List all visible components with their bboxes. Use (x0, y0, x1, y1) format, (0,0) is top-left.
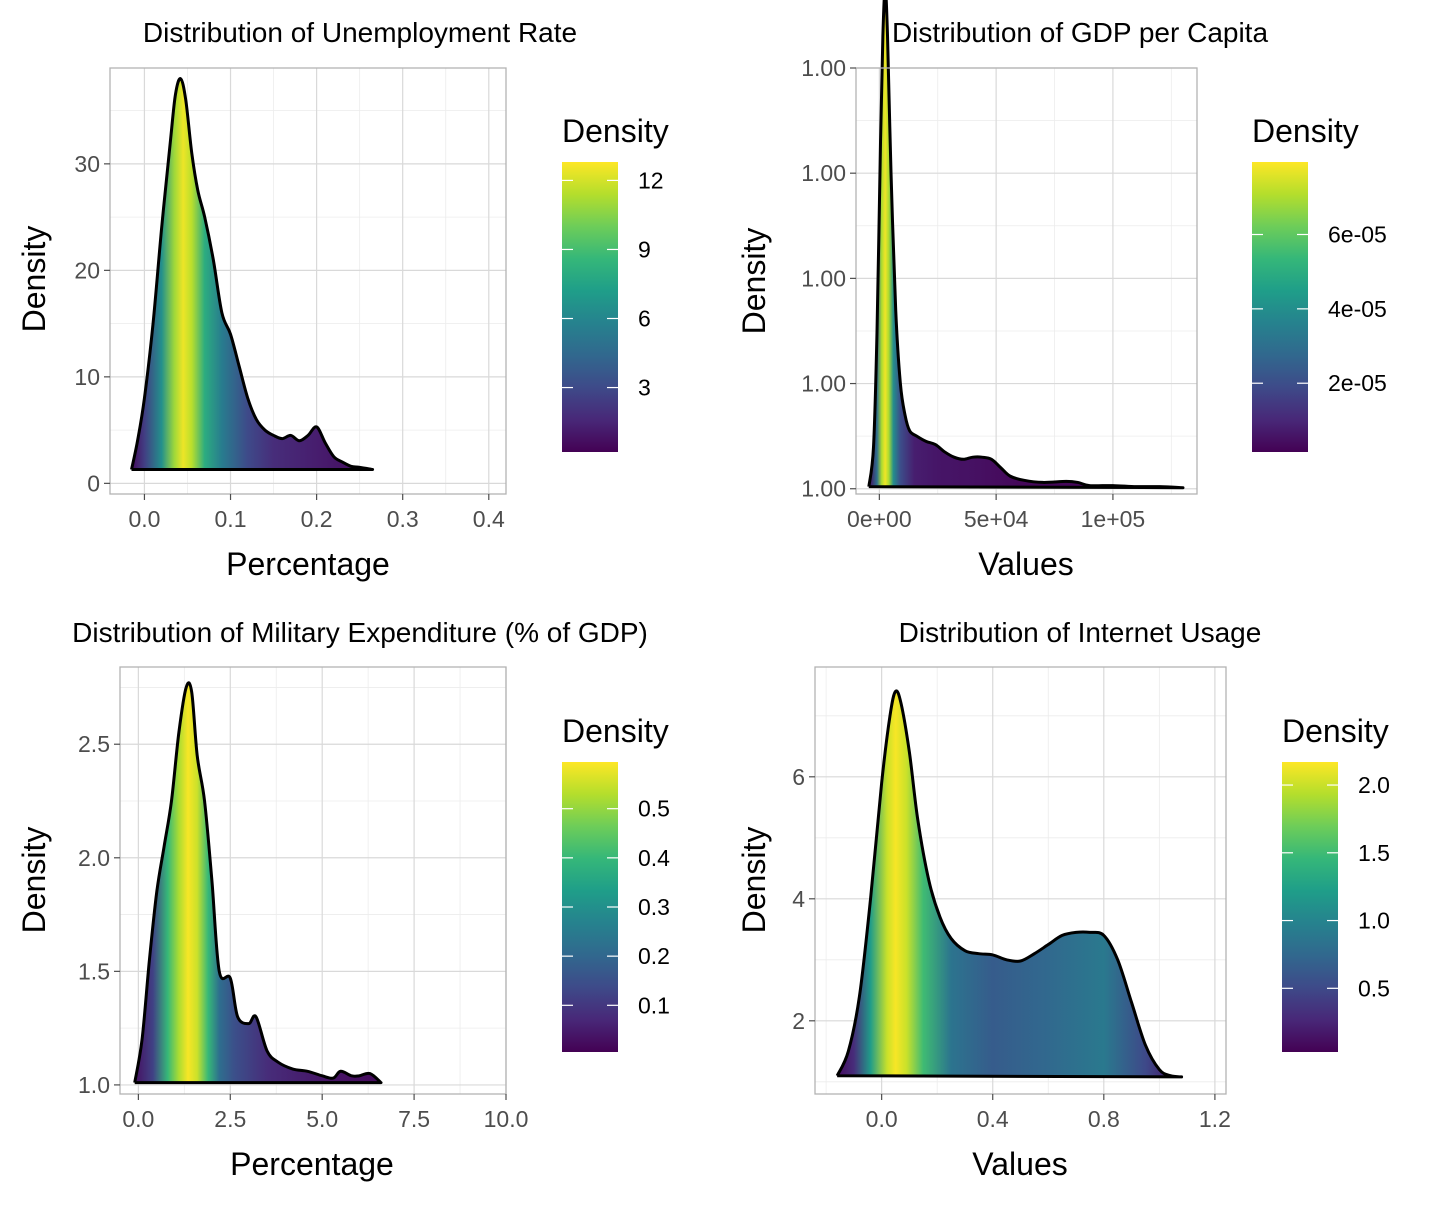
density-area (131, 78, 373, 470)
x-tick-label: 0.4 (977, 1106, 1009, 1132)
legend-tick-label: 2.0 (1358, 772, 1390, 798)
legend-tick-label: 2e-05 (1328, 370, 1387, 396)
y-tick-label: 2.0 (78, 845, 110, 871)
panel-border (855, 67, 1198, 495)
y-tick-label: 1.5 (78, 958, 110, 984)
legend-title: Density (562, 113, 669, 149)
y-axis-title: Density (736, 827, 772, 934)
x-tick-label: 2.5 (214, 1106, 246, 1132)
y-tick-label: 1.00 (801, 476, 846, 502)
x-tick-label: 1.2 (1199, 1106, 1231, 1132)
legend-tick-label: 0.5 (1358, 975, 1390, 1001)
legend-colorbar (1252, 162, 1308, 452)
legend-title: Density (562, 713, 669, 749)
x-tick-label: 0.8 (1088, 1106, 1120, 1132)
density-curve (835, 689, 1184, 1079)
y-tick-label: 1.00 (801, 265, 846, 291)
legend-colorbar (1282, 762, 1338, 1052)
density-curve (130, 77, 375, 471)
x-tick-label: 5e+04 (964, 506, 1029, 532)
legend-tick-label: 9 (638, 236, 651, 262)
x-tick-label: 10.0 (484, 1106, 529, 1132)
x-tick-label: 7.5 (398, 1106, 430, 1132)
y-tick-label: 1.00 (801, 55, 846, 81)
density-curve (133, 681, 383, 1085)
x-tick-label: 0.0 (122, 1106, 154, 1132)
chart-title: Distribution of GDP per Capita (892, 17, 1269, 48)
y-tick-label: 30 (74, 151, 100, 177)
y-tick-label: 2 (792, 1008, 805, 1034)
panel-border (814, 666, 1227, 1095)
legend-title: Density (1282, 713, 1389, 749)
x-tick-label: 0.0 (128, 506, 160, 532)
x-axis-title: Percentage (226, 546, 390, 582)
legend-tick-label: 3 (638, 375, 651, 401)
density-area (837, 690, 1182, 1077)
chart-unemployment: Distribution of Unemployment Rate Percen… (16, 17, 669, 582)
chart-title: Distribution of Internet Usage (899, 617, 1262, 648)
density-area (134, 682, 382, 1083)
y-tick-label: 6 (792, 764, 805, 790)
y-axis-title: Density (736, 228, 772, 335)
legend-colorbar (562, 162, 618, 452)
legend-tick-label: 0.2 (638, 943, 670, 969)
x-axis-title: Percentage (230, 1146, 394, 1182)
density-area (868, 0, 1183, 488)
legend-tick-label: 0.5 (638, 796, 670, 822)
chart-military-expenditure: Distribution of Military Expenditure (% … (16, 617, 670, 1182)
x-tick-label: 5.0 (306, 1106, 338, 1132)
y-tick-label: 2.5 (78, 731, 110, 757)
x-tick-label: 0.4 (473, 506, 505, 532)
y-tick-label: 0 (87, 470, 100, 496)
chart-title: Distribution of Unemployment Rate (143, 17, 577, 48)
legend-title: Density (1252, 113, 1359, 149)
x-tick-label: 0.3 (387, 506, 419, 532)
chart-gdp-per-capita: Distribution of GDP per Capita Values De… (736, 0, 1387, 582)
y-tick-label: 1.00 (801, 371, 846, 397)
panel-border (109, 67, 507, 495)
x-tick-label: 0.1 (215, 506, 247, 532)
y-tick-label: 10 (74, 364, 100, 390)
x-tick-label: 0.2 (301, 506, 333, 532)
legend-tick-label: 4e-05 (1328, 296, 1387, 322)
legend-tick-label: 12 (638, 167, 664, 193)
legend-tick-label: 6 (638, 306, 651, 332)
x-tick-label: 0.0 (866, 1106, 898, 1132)
legend-tick-label: 0.4 (638, 845, 670, 871)
legend-tick-label: 6e-05 (1328, 222, 1387, 248)
legend-tick-label: 0.1 (638, 992, 670, 1018)
x-axis-title: Values (978, 546, 1073, 582)
chart-title: Distribution of Military Expenditure (% … (72, 617, 648, 648)
chart-internet-usage: Distribution of Internet Usage Values De… (736, 617, 1390, 1182)
y-tick-label: 1.00 (801, 160, 846, 186)
density-curve (867, 0, 1185, 490)
panel-border (119, 666, 507, 1095)
legend-tick-label: 1.5 (1358, 840, 1390, 866)
y-axis-title: Density (16, 827, 52, 934)
legend-tick-label: 1.0 (1358, 908, 1390, 934)
x-tick-label: 0e+00 (847, 506, 912, 532)
legend-tick-label: 0.3 (638, 894, 670, 920)
y-tick-label: 1.0 (78, 1072, 110, 1098)
x-tick-label: 1e+05 (1081, 506, 1146, 532)
y-tick-label: 4 (792, 886, 805, 912)
x-axis-title: Values (972, 1146, 1067, 1182)
y-axis-title: Density (16, 226, 52, 333)
y-tick-label: 20 (74, 257, 100, 283)
